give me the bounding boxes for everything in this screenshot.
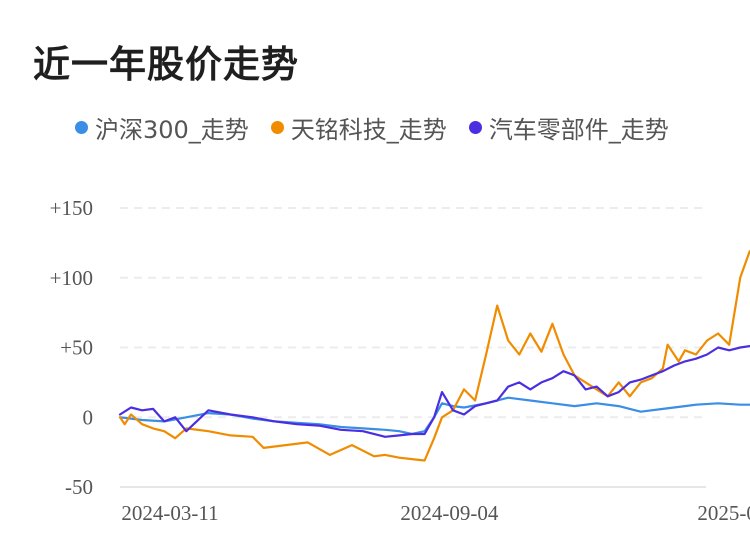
legend-label: 汽车零部件_走势 xyxy=(488,116,669,144)
x-tick-label: 2024-03-11 xyxy=(121,501,218,525)
legend-marker xyxy=(270,121,284,134)
legend-marker xyxy=(468,121,482,134)
legend-item-auto-parts[interactable]: 汽车零部件_走势 xyxy=(468,110,669,145)
chart-title: 近一年股价走势 xyxy=(33,43,299,86)
y-tick-label: 0 xyxy=(83,405,94,429)
y-tick-label: +150 xyxy=(50,196,93,220)
legend-label: 沪深300_走势 xyxy=(95,116,249,144)
legend: 沪深300_走势 天铭科技_走势 汽车零部件_走势 xyxy=(75,110,691,145)
legend-label: 天铭科技_走势 xyxy=(290,116,447,144)
y-tick-label: +100 xyxy=(50,266,93,290)
series-line-1 xyxy=(118,250,750,462)
y-tick-label: -50 xyxy=(65,475,93,499)
legend-item-tianming[interactable]: 天铭科技_走势 xyxy=(270,110,447,145)
legend-item-hs300[interactable]: 沪深300_走势 xyxy=(75,110,249,145)
y-tick-label: +50 xyxy=(60,336,93,360)
series-line-2 xyxy=(118,345,750,438)
x-tick-label: 2025-03-11 xyxy=(697,501,750,525)
legend-marker xyxy=(75,121,88,134)
x-tick-label: 2024-09-04 xyxy=(400,501,498,525)
